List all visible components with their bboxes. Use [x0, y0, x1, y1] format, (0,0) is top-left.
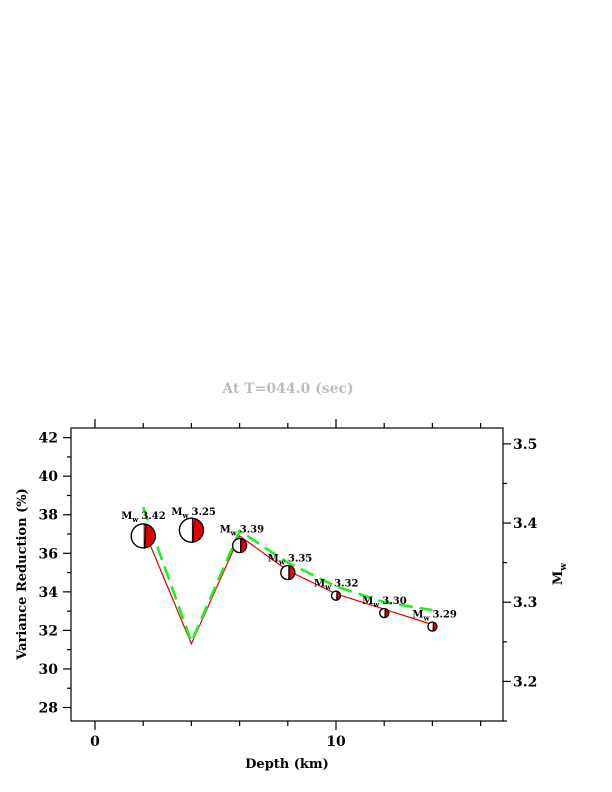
mw-label: Mw 3.39	[220, 525, 265, 538]
mw-label: Mw 3.29	[412, 610, 457, 623]
x-tick-label: 0	[90, 734, 100, 750]
mw-label-value: 3.35	[288, 554, 312, 565]
y-tick-label: 28	[39, 701, 58, 717]
mw-label-sub: w	[372, 600, 380, 609]
mw-label-value: 3.30	[382, 596, 406, 607]
y-tick-label: 32	[39, 623, 58, 639]
mw-label-prefix: M	[268, 554, 279, 565]
y-axis-left: 28 30 32 34 36 38 40 42	[39, 431, 71, 717]
mw-label-sub: w	[324, 583, 332, 592]
mw-label-sub: w	[278, 558, 286, 567]
y2-axis-title-main: M	[551, 571, 566, 585]
mw-label: Mw 3.35	[268, 554, 313, 567]
time-title: At T=044.0 (sec)	[221, 381, 353, 397]
beachball	[379, 607, 390, 619]
beachball	[427, 621, 438, 632]
mw-label-sub: w	[181, 511, 189, 520]
beachball-layer	[130, 517, 438, 632]
beachball-compression	[192, 517, 204, 543]
beachball-compression	[288, 565, 296, 581]
y2-tick-label: 3.3	[513, 595, 537, 611]
y-tick-label: 34	[39, 585, 59, 601]
beachball	[178, 517, 205, 543]
y-axis-right: 3.2 3.3 3.4 3.5	[503, 437, 538, 722]
moment-magnitude-line	[141, 506, 433, 646]
x-tick-label: 10	[326, 734, 346, 750]
mw-label: Mw 3.25	[171, 507, 216, 520]
y-tick-label: 42	[39, 431, 58, 447]
mw-label-sub: w	[131, 515, 139, 524]
mw-label-prefix: M	[220, 525, 231, 536]
mw-label-prefix: M	[412, 610, 423, 621]
mw-label-sub: w	[230, 529, 238, 538]
mw-label-value: 3.42	[141, 511, 165, 522]
x-axis: 0 10	[90, 419, 482, 750]
plot-frame	[70, 427, 504, 722]
y2-axis-title: Mw	[551, 563, 569, 585]
mw-label: Mw 3.30	[362, 596, 407, 609]
mw-label: Mw 3.32	[314, 579, 359, 592]
mw-label-prefix: M	[121, 511, 132, 522]
y-axis-title: Variance Reduction (%)	[15, 488, 30, 660]
beachball	[280, 564, 296, 581]
y2-tick-label: 3.2	[513, 674, 537, 690]
mw-label-sub: w	[422, 614, 430, 623]
mw-label-value: 3.32	[334, 579, 358, 590]
y-tick-label: 30	[39, 662, 59, 678]
y-tick-label: 40	[39, 469, 59, 485]
mw-label-value: 3.39	[240, 525, 264, 536]
beachball	[130, 523, 156, 549]
mw-label-prefix: M	[171, 507, 182, 518]
y-tick-label: 38	[39, 508, 58, 524]
y2-tick-label: 3.5	[513, 437, 537, 453]
mw-label-prefix: M	[314, 579, 325, 590]
beachball-compression	[144, 523, 156, 549]
beachball	[231, 537, 248, 554]
mw-label-value: 3.29	[433, 610, 457, 621]
mw-label-value: 3.25	[192, 507, 216, 518]
mw-label: Mw 3.42	[121, 511, 166, 524]
mw-label-prefix: M	[362, 596, 373, 607]
beachball	[330, 590, 342, 601]
y-tick-label: 36	[39, 546, 58, 562]
x-axis-title: Depth (km)	[245, 757, 329, 772]
y2-tick-label: 3.4	[513, 516, 538, 532]
y2-axis-title-sub: w	[559, 563, 569, 572]
